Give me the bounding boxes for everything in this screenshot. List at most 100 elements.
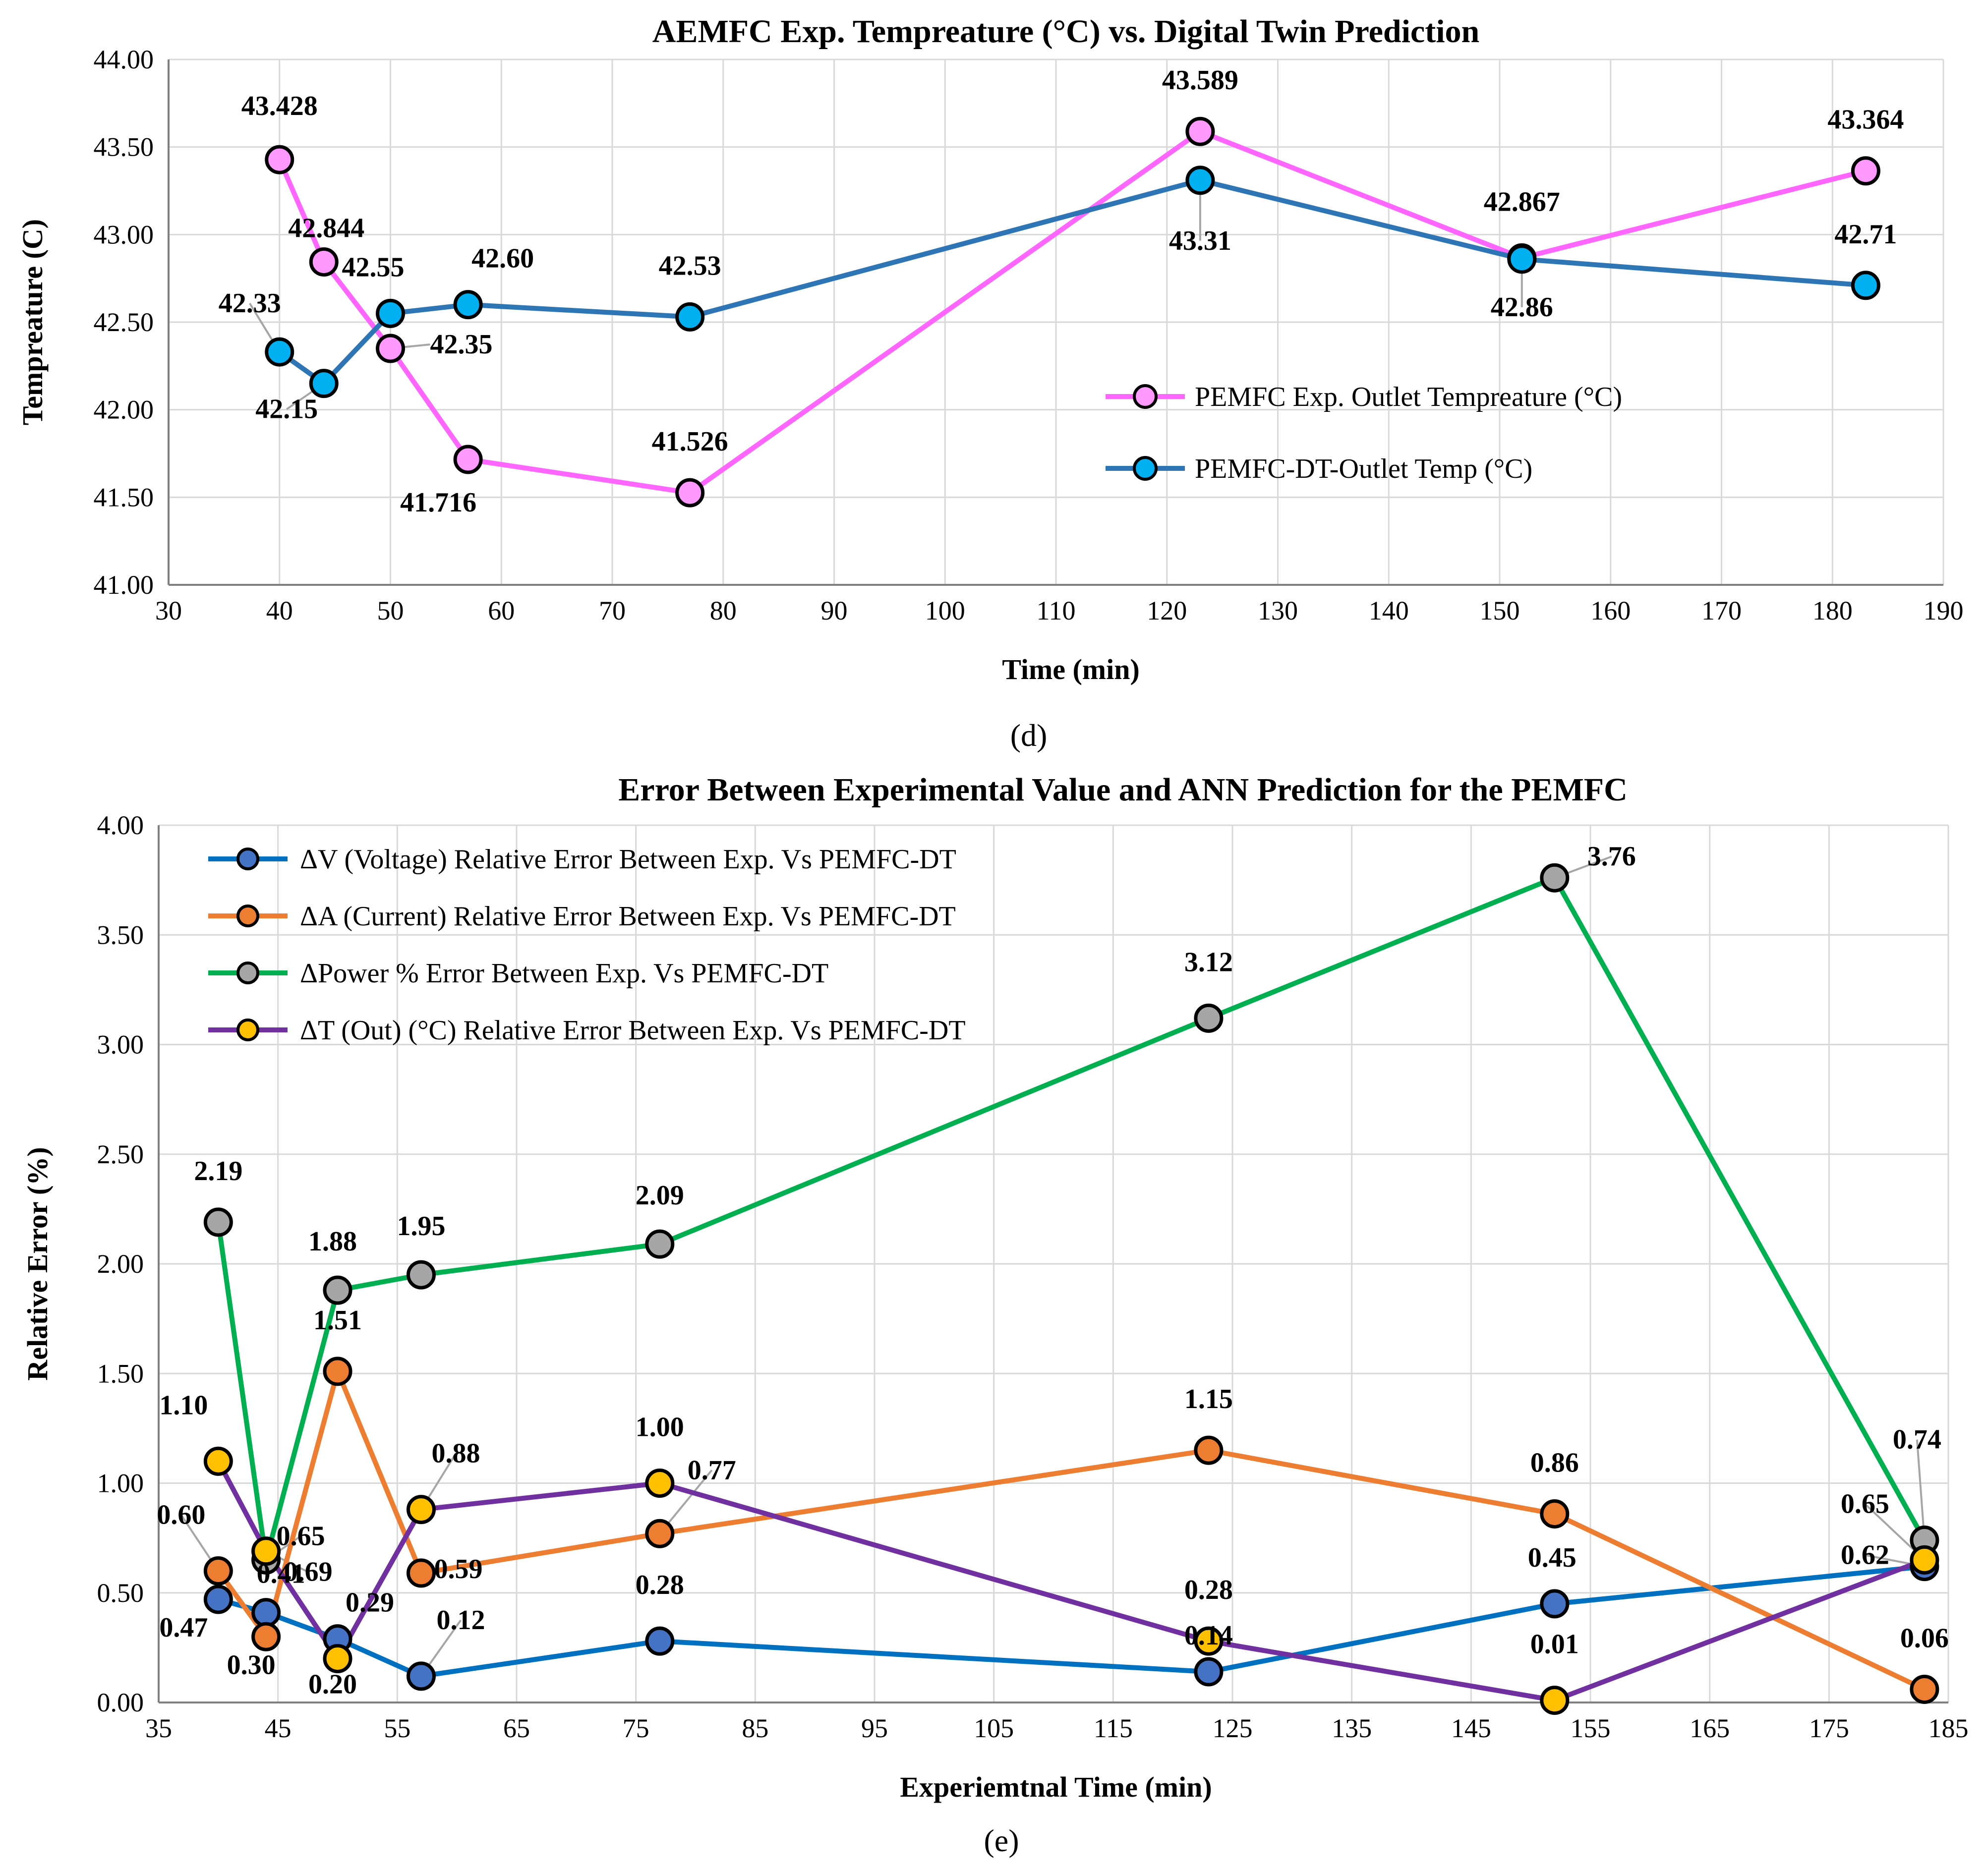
chart-e-series-0-data-label: 0.29 <box>346 1588 394 1618</box>
chart-d-series-1-data-label: 42.33 <box>219 288 281 319</box>
chart-e-y-tick-label: 4.00 <box>97 810 144 840</box>
chart-d-x-tick-label: 150 <box>1480 596 1520 625</box>
chart-e-y-tick-label: 3.00 <box>97 1030 144 1060</box>
chart-e-series-0-data-label: 0.41 <box>257 1559 305 1589</box>
chart-e-series-1-point <box>406 1558 436 1588</box>
legend-d-entry-label: PEMFC-DT-Outlet Temp (°C) <box>1195 454 1532 484</box>
chart-d-series-1-point <box>265 337 294 367</box>
chart-e-series-3-point <box>251 1536 281 1566</box>
legend-e-swatch-marker <box>236 962 259 984</box>
legend-e-swatch-marker <box>236 1019 259 1041</box>
chart-d-y-tick-label: 43.50 <box>94 132 154 162</box>
chart-e-y-tick-label: 0.00 <box>97 1688 144 1717</box>
chart-e-series-3-line <box>216 1460 1926 1703</box>
chart-d-series-0-data-label: 43.589 <box>1162 65 1238 96</box>
chart-e-leader-line <box>1916 1439 1926 1540</box>
chart-e-series-2-point <box>645 1229 675 1259</box>
chart-d-series-1-point <box>376 298 405 328</box>
chart-e-series-3-data-label: 0.88 <box>431 1438 480 1469</box>
chart-e-series-3-data-label: 0.65 <box>1841 1488 1889 1519</box>
chart-e-y-axis-title: Relative Error (%) <box>21 1147 54 1380</box>
chart-d-series-1-point <box>675 302 705 332</box>
chart-e-x-tick-label: 125 <box>1213 1713 1253 1743</box>
chart-e-x-tick-label: 65 <box>503 1713 530 1743</box>
chart-e-series-1-data-label: 0.59 <box>434 1554 482 1585</box>
chart-d-series-1-data-label: 42.53 <box>659 250 721 281</box>
chart-d-x-axis-title: Time (min) <box>1002 653 1140 685</box>
chart-d-series-0-data-label: 41.716 <box>400 487 476 518</box>
chart-e-series-0-point <box>203 1585 233 1614</box>
chart-d-series-0-point <box>265 145 294 174</box>
chart-d-y-tick-label: 42.00 <box>94 395 154 425</box>
legend-d-swatch-marker <box>1133 456 1158 481</box>
chart-e-series-0-point <box>1194 1657 1224 1687</box>
chart-e-x-tick-label: 175 <box>1809 1713 1849 1743</box>
chart-e-x-tick-label: 105 <box>974 1713 1014 1743</box>
chart-d-series-0-data-label: 42.35 <box>430 329 493 360</box>
chart-d-series-1-data-label: 42.60 <box>471 243 534 274</box>
legend-d-entry-label: PEMFC Exp. Outlet Tempreature (°C) <box>1195 382 1622 412</box>
chart-e-series-2-data-label: 0.65 <box>277 1521 325 1551</box>
chart-d-title: AEMFC Exp. Tempreature (°C) vs. Digital … <box>652 13 1479 50</box>
chart-e-series-0-data-label: 0.12 <box>436 1605 485 1636</box>
chart-d-x-tick-label: 90 <box>821 596 848 625</box>
chart-e-series-1-data-label: 1.51 <box>313 1305 362 1336</box>
chart-e-series-1-data-label: 0.06 <box>1900 1623 1949 1653</box>
chart-e-series-0-point <box>645 1626 675 1656</box>
chart-d-data-labels: 43.428 42.844 42.35 41.716 41.526 43.589 42.86… <box>219 65 1904 518</box>
chart-e-series-0-point <box>406 1661 436 1691</box>
chart-e-legend: ΔV (Voltage) Relative Error Between Exp.… <box>208 844 966 1046</box>
chart-d-x-tick-label: 60 <box>488 596 515 625</box>
chart-d-series-1-point <box>1185 166 1215 195</box>
chart-d-x-tick-label: 170 <box>1701 596 1742 625</box>
chart-e-series-1-point <box>1910 1674 1939 1704</box>
chart-e-series-1-point <box>203 1556 233 1586</box>
chart-d-series-0-data-label: 42.844 <box>288 213 364 243</box>
chart-e-series-3-point <box>1910 1545 1939 1575</box>
chart-d-series-1-data-label: 42.15 <box>255 394 318 425</box>
chart-d-x-tick-label: 180 <box>1813 596 1853 625</box>
chart-e-series-1-point <box>645 1519 675 1548</box>
chart-d-series-0-point <box>1185 116 1215 146</box>
chart-d-x-tick-label: 70 <box>599 596 626 625</box>
chart-e-title: Error Between Experimental Value and ANN… <box>618 772 1627 808</box>
chart-d-x-tick-label: 160 <box>1590 596 1631 625</box>
chart-e-series <box>203 863 1939 1715</box>
chart-d-x-tick-label: 110 <box>1037 596 1076 625</box>
chart-d-x-tick-label: 120 <box>1147 596 1187 625</box>
legend-e-entry-label: ΔT (Out) (°C) Relative Error Between Exp… <box>300 1015 966 1046</box>
chart-d-y-tick-label: 42.50 <box>94 307 154 337</box>
chart-e-x-tick-label: 165 <box>1690 1713 1730 1743</box>
chart-e-series-2-data-label: 3.12 <box>1184 947 1233 977</box>
chart-d-series-1-data-label: 42.55 <box>342 252 405 283</box>
chart-e-data-labels: 0.47 0.41 0.29 0.12 0.28 0.14 0.45 0.62 0.60 0.30… <box>157 841 1949 1700</box>
chart-e-series-2-data-label: 0.74 <box>1893 1424 1941 1455</box>
chart-d-x-tick-label: 80 <box>710 596 737 625</box>
chart-d-y-tick-label: 41.00 <box>94 570 154 600</box>
chart-d-y-axis-title: Tempreature (C) <box>16 219 49 425</box>
chart-e-series-3-data-label: 0.69 <box>284 1557 333 1588</box>
chart-d-x-tick-label: 40 <box>266 596 293 625</box>
chart-e-series-2-data-label: 2.19 <box>194 1156 242 1187</box>
chart-e-series-3-point <box>203 1446 233 1476</box>
chart-e-series-2-point <box>323 1275 352 1305</box>
chart-d-x-tick-label: 190 <box>1924 596 1964 625</box>
chart-d-x-tick-label: 130 <box>1258 596 1298 625</box>
chart-e-series-3-data-label: 1.00 <box>636 1412 684 1443</box>
chart-e-series-2-point <box>406 1260 436 1290</box>
chart-e-y-tick-label: 2.50 <box>97 1139 144 1169</box>
chart-e-y-tick-label: 3.50 <box>97 920 144 950</box>
chart-e-series-1-data-label: 0.86 <box>1530 1447 1579 1478</box>
chart-e-series-0-data-label: 0.62 <box>1841 1540 1889 1571</box>
chart-e-series-3-data-label: 0.28 <box>1184 1575 1233 1605</box>
chart-e-series-2-line <box>216 875 1927 1563</box>
chart-d-x-tick-label: 140 <box>1369 596 1409 625</box>
chart-e-x-tick-label: 135 <box>1332 1713 1372 1743</box>
legend-e-entry-label: ΔA (Current) Relative Error Between Exp.… <box>300 901 956 932</box>
chart-d-y-tick-label: 41.50 <box>94 482 154 512</box>
chart-d-series-0-data-label: 41.526 <box>652 426 728 457</box>
chart-e-series-2-data-label: 1.95 <box>397 1211 445 1242</box>
chart-d-x-tick-label: 50 <box>377 596 404 625</box>
